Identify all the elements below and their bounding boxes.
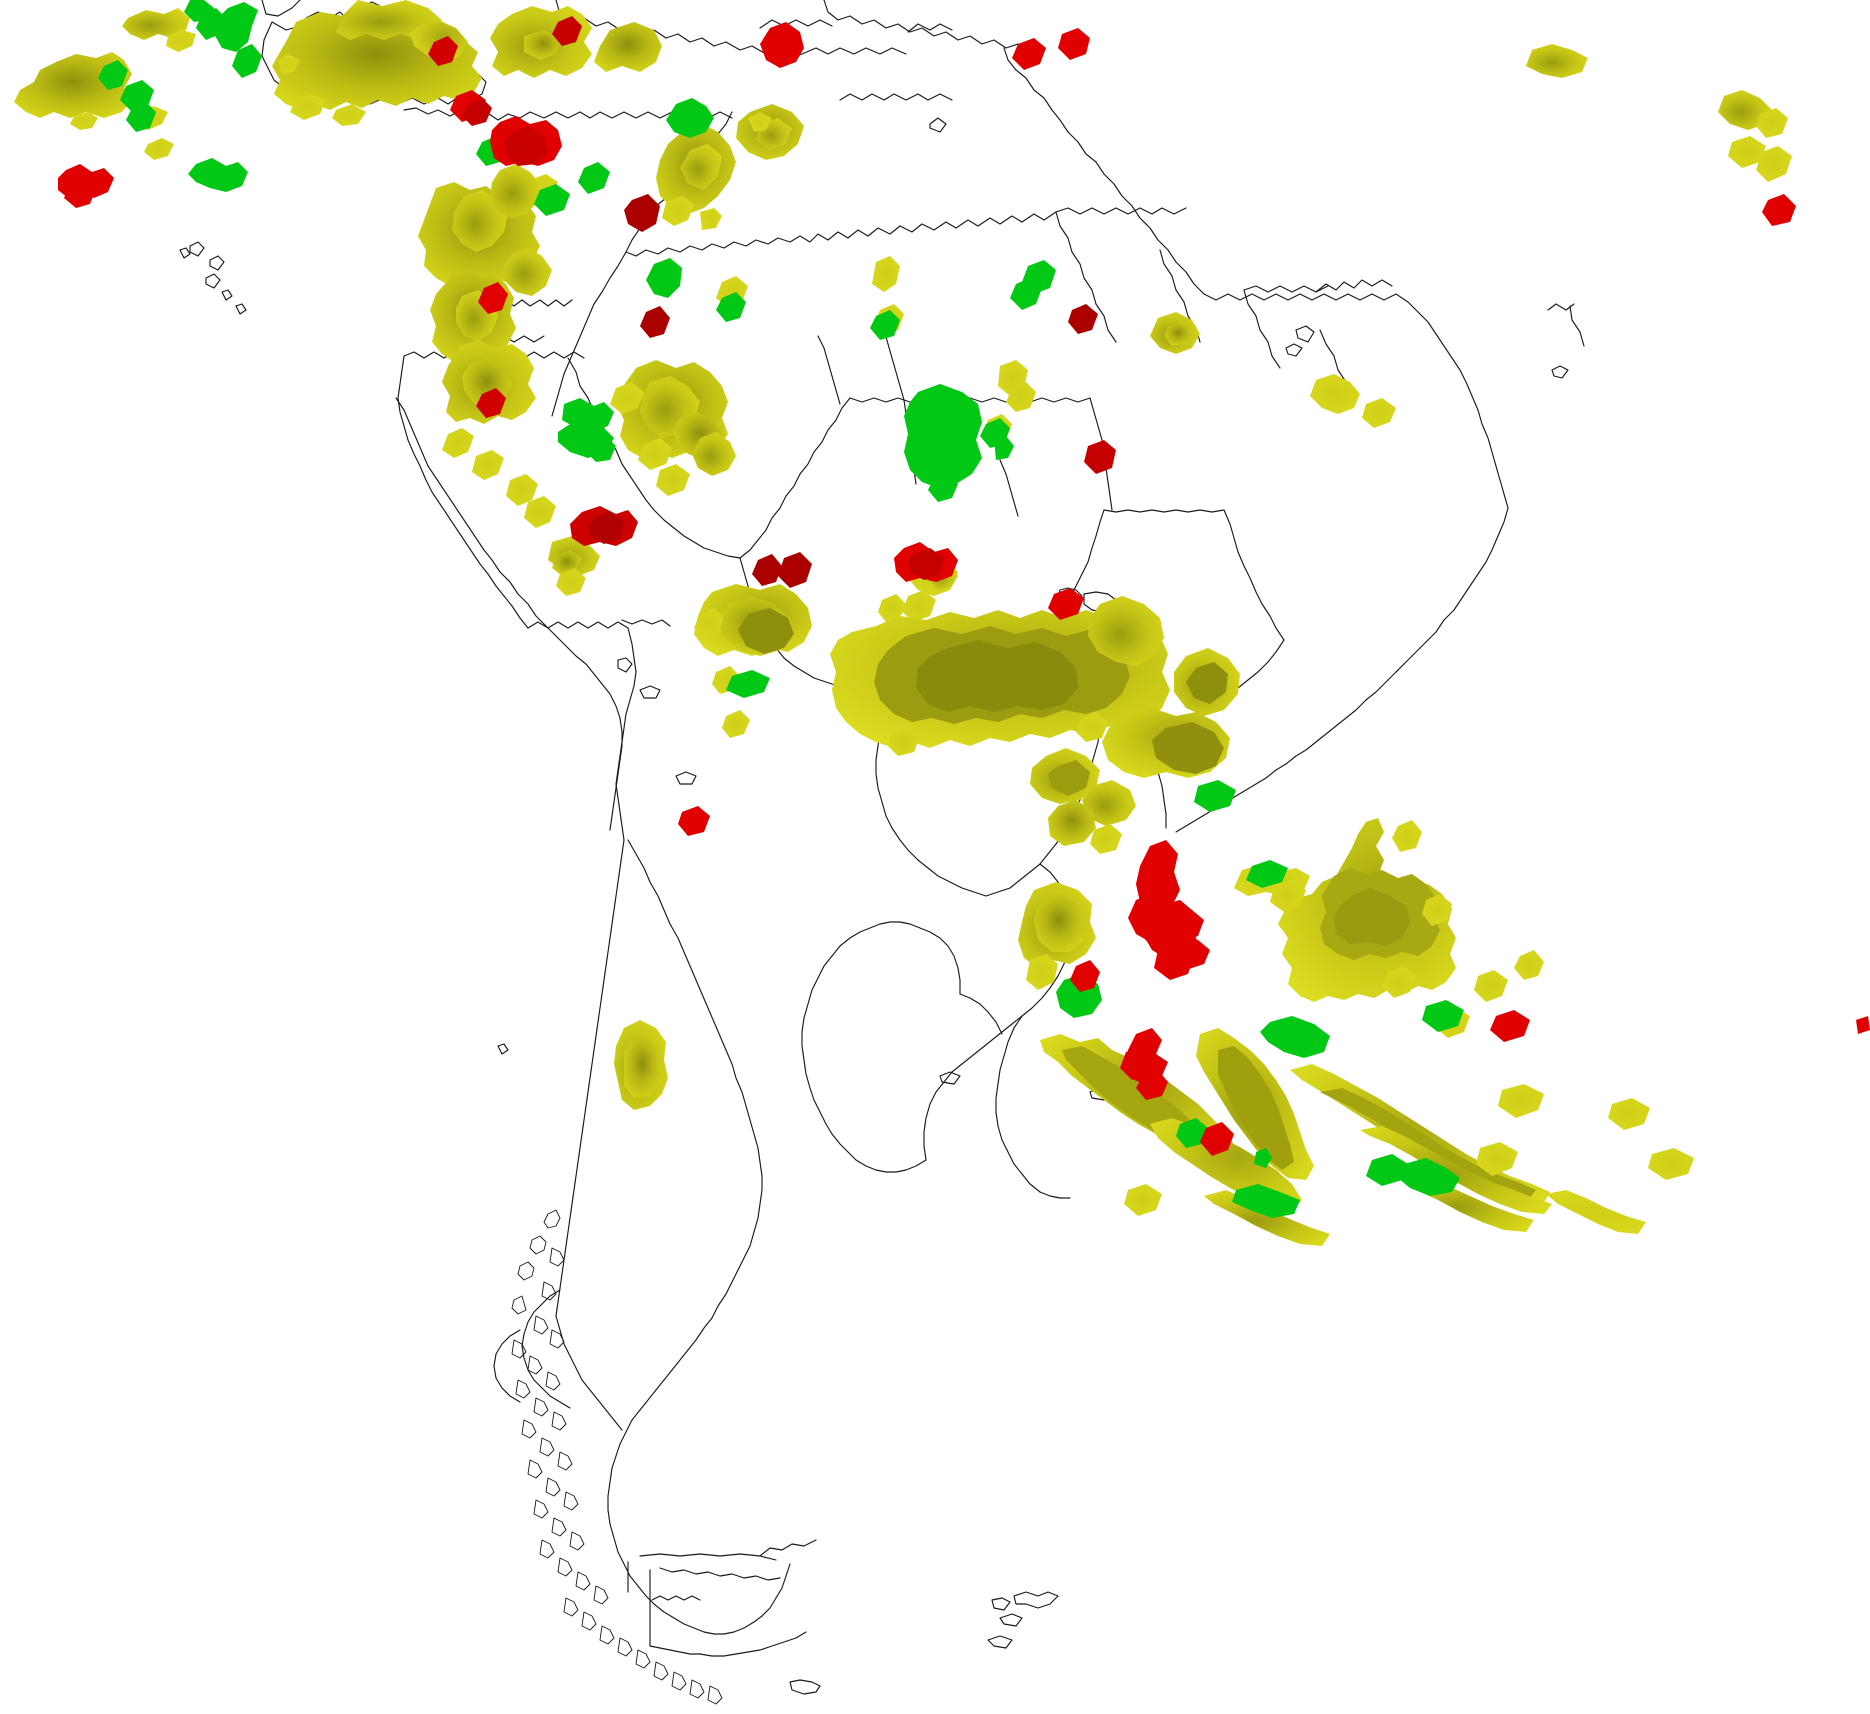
yellow-patches	[14, 0, 1792, 1246]
red-patches	[58, 16, 1870, 1156]
